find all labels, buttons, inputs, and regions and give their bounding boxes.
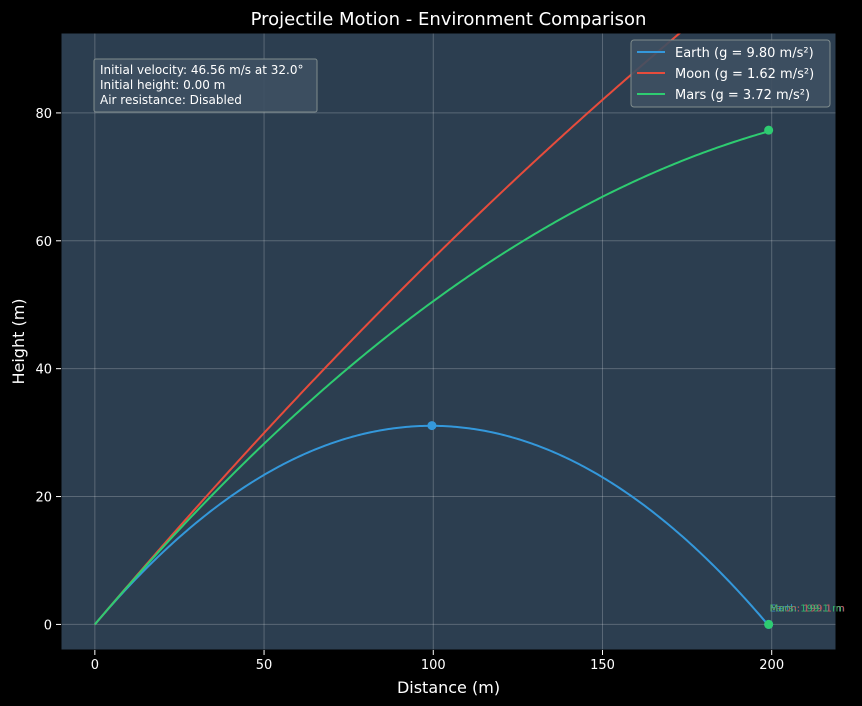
x-tick-label: 200 (759, 658, 784, 673)
legend-frame (630, 39, 831, 108)
grid (61, 33, 836, 650)
y-axis-label: Height (m) (9, 298, 28, 384)
x-tick-label: 0 (91, 658, 99, 673)
range-annotation: Earth: 199.1 m (770, 603, 845, 614)
legend-label-earth: Earth (g = 9.80 m/s²) (675, 46, 814, 61)
info-box: Initial velocity: 46.56 m/s at 32.0° Ini… (93, 58, 318, 113)
info-initial-height: Initial height: 0.00 m (100, 78, 225, 92)
trajectory-mars (94, 130, 769, 626)
marker-mars (764, 619, 774, 629)
marker-layer (427, 125, 774, 629)
y-tick-label: 20 (35, 491, 52, 506)
legend-label-moon: Moon (g = 1.62 m/s²) (675, 67, 814, 82)
x-tick-label: 50 (256, 658, 273, 673)
legend: Earth (g = 9.80 m/s²) Moon (g = 1.62 m/s… (630, 39, 831, 108)
legend-label-mars: Mars (g = 3.72 m/s²) (675, 88, 810, 103)
y-tick-label: 80 (35, 107, 52, 122)
x-tick-label: 150 (590, 658, 615, 673)
info-air-resistance: Air resistance: Disabled (100, 93, 242, 107)
info-box-frame (93, 58, 318, 113)
x-axis-label: Distance (m) (397, 678, 500, 697)
marker-mars (764, 125, 774, 135)
plot-frame (60, 32, 837, 651)
y-tick-label: 0 (44, 618, 52, 633)
range-annotation: Mars: 199.1 m (770, 603, 842, 614)
range-annotation: Moon: 199.1 m (770, 603, 845, 614)
info-initial-velocity: Initial velocity: 46.56 m/s at 32.0° (100, 63, 303, 77)
plot-area (61, 33, 836, 650)
y-axis-ticks: 0 20 40 60 80 (35, 107, 61, 633)
y-tick-label: 40 (35, 363, 52, 378)
x-axis-ticks: 0 50 100 150 200 (91, 650, 784, 673)
y-tick-label: 60 (35, 235, 52, 250)
marker-earth (427, 421, 437, 431)
x-tick-label: 100 (421, 658, 446, 673)
chart-title: Projectile Motion - Environment Comparis… (251, 9, 647, 30)
